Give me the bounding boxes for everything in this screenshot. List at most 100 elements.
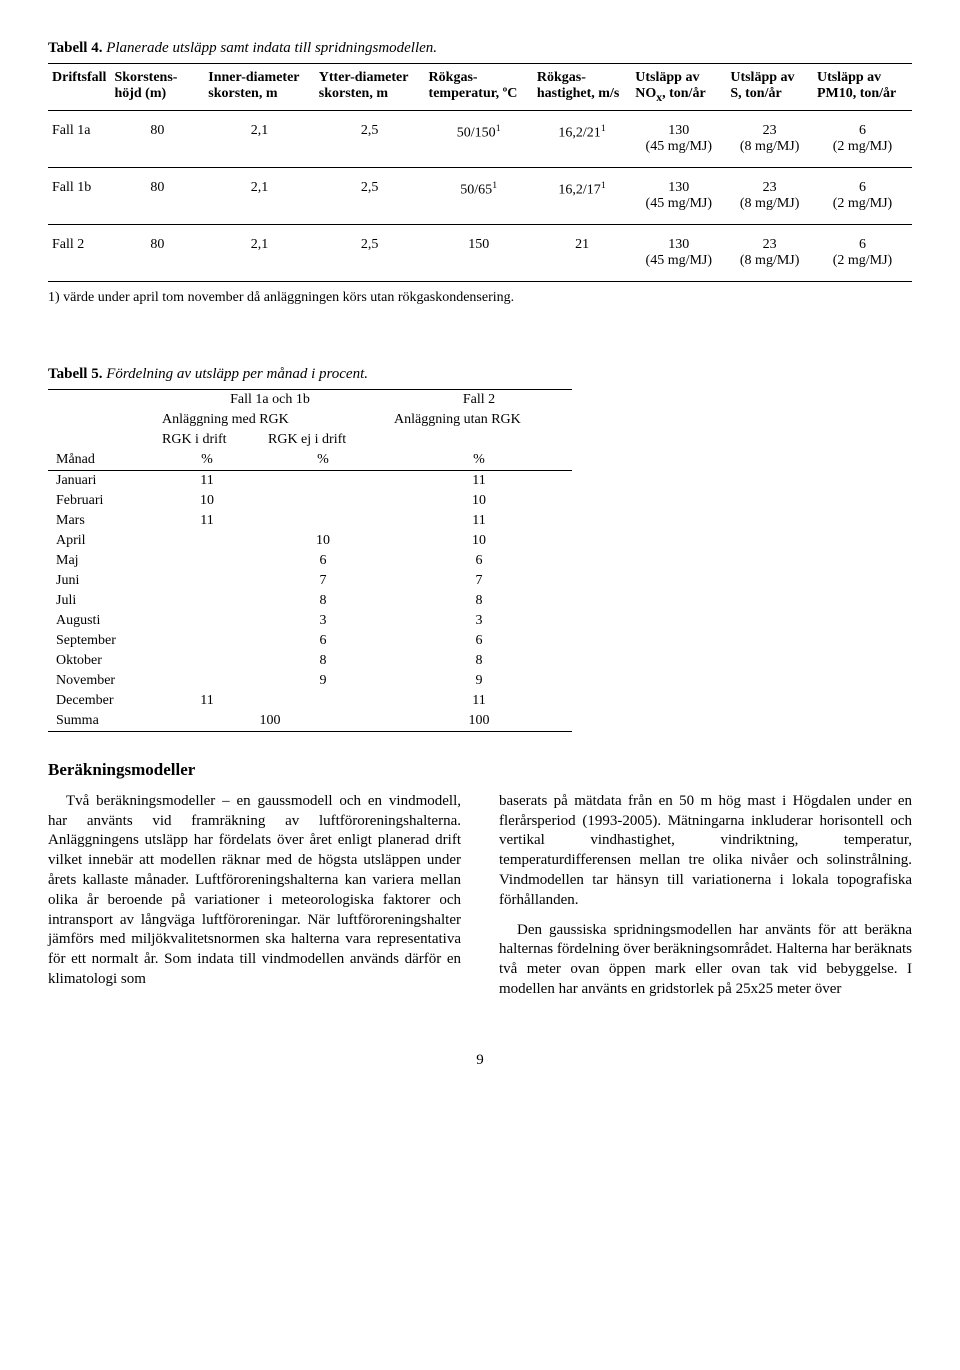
table-cell: 3 bbox=[260, 611, 386, 631]
table-cell: Maj bbox=[48, 551, 154, 571]
t5-h4b: % bbox=[260, 450, 386, 471]
table-cell bbox=[260, 491, 386, 511]
table-row: Juni 77 bbox=[48, 571, 572, 591]
table-cell: 6 bbox=[260, 631, 386, 651]
table-cell: 8 bbox=[260, 591, 386, 611]
table-row: Fall 1a802,12,550/150116,2/211130(45 mg/… bbox=[48, 110, 912, 167]
page-number: 9 bbox=[48, 1052, 912, 1069]
table4: Driftsfall Skorstens-höjd (m) Inner-diam… bbox=[48, 63, 912, 282]
table-cell: 11 bbox=[386, 470, 572, 491]
table-cell: September bbox=[48, 631, 154, 651]
table-cell: 80 bbox=[110, 224, 204, 281]
body-columns: Två beräkningsmodeller – en gaussmodell … bbox=[48, 792, 912, 1010]
table-cell: 80 bbox=[110, 110, 204, 167]
t4-h3: Inner-diameter skorsten, m bbox=[204, 64, 314, 111]
table-cell: 2,5 bbox=[315, 224, 425, 281]
table-row: Augusti 33 bbox=[48, 611, 572, 631]
table-cell: 6 bbox=[386, 631, 572, 651]
table-cell: 2,5 bbox=[315, 167, 425, 224]
table-cell: 23(8 mg/MJ) bbox=[726, 224, 813, 281]
table-cell: 23(8 mg/MJ) bbox=[726, 110, 813, 167]
table-cell bbox=[154, 551, 260, 571]
table-row: December1111 bbox=[48, 691, 572, 711]
table-cell: November bbox=[48, 671, 154, 691]
table4-footnote: 1) värde under april tom november då anl… bbox=[48, 290, 912, 306]
table-row: Fall 2802,12,515021130(45 mg/MJ)23(8 mg/… bbox=[48, 224, 912, 281]
table-cell bbox=[154, 571, 260, 591]
table-cell bbox=[260, 691, 386, 711]
table-row: Januari1111 bbox=[48, 470, 572, 491]
table5-caption-text: Fördelning av utsläpp per månad i procen… bbox=[106, 366, 368, 382]
table5: Fall 1a och 1b Fall 2 Anläggning med RGK… bbox=[48, 389, 572, 732]
table-cell: 130(45 mg/MJ) bbox=[631, 110, 726, 167]
t5-h3b: RGK ej i drift bbox=[260, 430, 386, 450]
table-cell: 11 bbox=[154, 691, 260, 711]
t5-h4a: % bbox=[154, 450, 260, 471]
t5-h1b: Fall 2 bbox=[386, 389, 572, 410]
table-cell: Januari bbox=[48, 470, 154, 491]
table-cell bbox=[154, 591, 260, 611]
table-cell: Oktober bbox=[48, 651, 154, 671]
table-cell: 130(45 mg/MJ) bbox=[631, 224, 726, 281]
table-cell bbox=[260, 470, 386, 491]
table-cell bbox=[260, 511, 386, 531]
table-cell: 6 bbox=[260, 551, 386, 571]
table-row: Februari1010 bbox=[48, 491, 572, 511]
table5-caption: Tabell 5. Fördelning av utsläpp per måna… bbox=[48, 366, 912, 383]
table-cell: 16,2/171 bbox=[533, 167, 631, 224]
left-p1: Två beräkningsmodeller – en gaussmodell … bbox=[48, 792, 461, 990]
table-cell: 2,1 bbox=[204, 110, 314, 167]
table-cell: December bbox=[48, 691, 154, 711]
right-column: baserats på mätdata från en 50 m hög mas… bbox=[499, 792, 912, 1010]
t4-h6: Rökgas-hastighet, m/s bbox=[533, 64, 631, 111]
table-cell: 7 bbox=[260, 571, 386, 591]
table-cell: 21 bbox=[533, 224, 631, 281]
t4-h9: Utsläpp av PM10, ton/år bbox=[813, 64, 912, 111]
table-cell: 10 bbox=[260, 531, 386, 551]
table-row: Mars1111 bbox=[48, 511, 572, 531]
table-cell bbox=[154, 531, 260, 551]
table-cell: 150 bbox=[425, 224, 533, 281]
table-cell: 11 bbox=[154, 511, 260, 531]
table-cell bbox=[154, 671, 260, 691]
t4-h7: Utsläpp av NOx, ton/år bbox=[631, 64, 726, 111]
table-cell: 10 bbox=[386, 531, 572, 551]
table-cell: Fall 1a bbox=[48, 110, 110, 167]
table4-caption-text: Planerade utsläpp samt indata till sprid… bbox=[106, 40, 437, 56]
t5-h2b: Anläggning utan RGK bbox=[386, 410, 572, 430]
table-row: Fall 1b802,12,550/65116,2/171130(45 mg/M… bbox=[48, 167, 912, 224]
table-cell: 7 bbox=[386, 571, 572, 591]
table-row: Maj66 bbox=[48, 551, 572, 571]
table-cell bbox=[154, 651, 260, 671]
table-cell: 80 bbox=[110, 167, 204, 224]
table-cell: 10 bbox=[386, 491, 572, 511]
table-cell: Juni bbox=[48, 571, 154, 591]
table-cell: Fall 1b bbox=[48, 167, 110, 224]
right-p2: Den gaussiska spridningsmodellen har anv… bbox=[499, 921, 912, 1000]
table-cell: 2,1 bbox=[204, 224, 314, 281]
table-cell: 9 bbox=[386, 671, 572, 691]
t5-h1a: Fall 1a och 1b bbox=[154, 389, 386, 410]
table-cell: 9 bbox=[260, 671, 386, 691]
table-cell: Fall 2 bbox=[48, 224, 110, 281]
table-cell: 11 bbox=[154, 470, 260, 491]
table-row: November 99 bbox=[48, 671, 572, 691]
t4-h5: Rökgas-temperatur, ºC bbox=[425, 64, 533, 111]
t4-h2: Skorstens-höjd (m) bbox=[110, 64, 204, 111]
table-cell: 50/651 bbox=[425, 167, 533, 224]
t5-h3a: RGK i drift bbox=[154, 430, 260, 450]
table-cell: Augusti bbox=[48, 611, 154, 631]
table-cell: 3 bbox=[386, 611, 572, 631]
table4-caption-label: Tabell 4. bbox=[48, 40, 102, 56]
table-cell: 11 bbox=[386, 511, 572, 531]
table-cell: 16,2/211 bbox=[533, 110, 631, 167]
left-column: Två beräkningsmodeller – en gaussmodell … bbox=[48, 792, 461, 1010]
right-p1: baserats på mätdata från en 50 m hög mas… bbox=[499, 792, 912, 911]
table-cell: 2,5 bbox=[315, 110, 425, 167]
table-cell: Februari bbox=[48, 491, 154, 511]
table-cell: 6(2 mg/MJ) bbox=[813, 167, 912, 224]
table-cell: 10 bbox=[154, 491, 260, 511]
table5-caption-label: Tabell 5. bbox=[48, 366, 102, 382]
table-cell: 8 bbox=[386, 651, 572, 671]
table-cell: Mars bbox=[48, 511, 154, 531]
